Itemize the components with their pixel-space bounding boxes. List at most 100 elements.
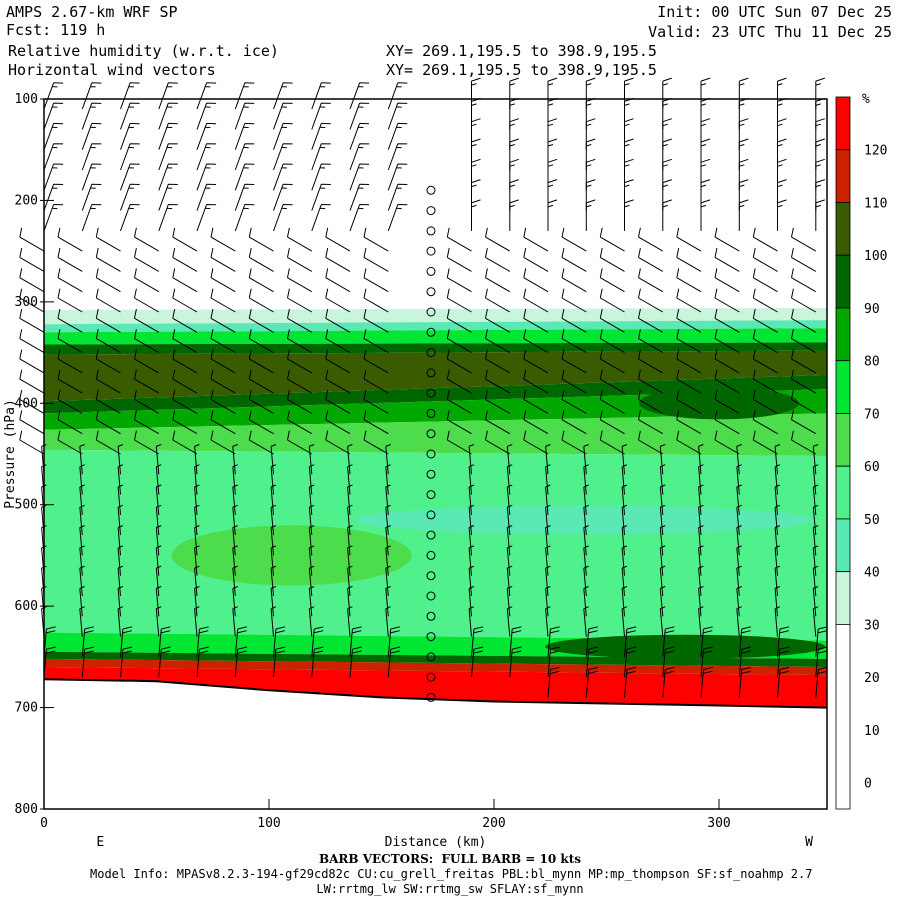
wind-barb xyxy=(196,143,217,171)
wind-barb xyxy=(385,464,391,495)
wind-barb xyxy=(95,410,121,435)
rh-band-7 xyxy=(44,413,827,456)
wind-barb xyxy=(736,504,742,536)
calm-marker xyxy=(426,246,436,256)
wind-barb xyxy=(325,369,351,394)
wind-barb xyxy=(700,646,713,678)
wind-barb xyxy=(210,227,236,252)
colorbar-label: 120 xyxy=(864,144,887,159)
wind-barb xyxy=(509,626,522,657)
wind-barb xyxy=(791,247,817,272)
wind-barb xyxy=(210,389,236,414)
wind-barb xyxy=(273,183,293,211)
wind-barb xyxy=(308,606,315,637)
wind-barb xyxy=(117,565,124,597)
wind-barb xyxy=(287,268,313,293)
wind-barb xyxy=(736,586,742,617)
wind-barb xyxy=(506,444,513,475)
colorbar-bin xyxy=(835,624,851,810)
wind-barb xyxy=(385,606,391,637)
wind-barb xyxy=(347,606,353,637)
y-tick-label: 300 xyxy=(15,295,38,310)
wind-barb xyxy=(387,204,408,232)
wind-barb xyxy=(387,102,408,130)
y-axis-label: Pressure (hPa) xyxy=(3,399,18,509)
colorbar-label: 30 xyxy=(864,618,880,633)
wind-barb xyxy=(485,288,511,313)
wind-barb xyxy=(57,329,83,354)
wind-barb xyxy=(791,410,817,435)
wind-barb xyxy=(774,545,781,576)
wind-barb xyxy=(446,389,472,414)
wind-barb xyxy=(81,82,102,110)
wind-barb xyxy=(700,626,713,657)
wind-barb xyxy=(714,389,740,414)
wind-barb xyxy=(738,199,749,231)
wind-barb xyxy=(714,288,740,313)
wind-barb xyxy=(736,565,742,597)
wind-barb xyxy=(196,82,217,110)
wind-barb xyxy=(545,606,551,637)
colorbar-label: 10 xyxy=(864,724,880,739)
wind-barb xyxy=(676,288,702,313)
wind-barb xyxy=(273,143,293,171)
wind-barb xyxy=(446,227,472,252)
wind-barb xyxy=(387,82,408,110)
wind-barb xyxy=(752,308,778,333)
wind-barb xyxy=(752,389,778,414)
wind-barb xyxy=(349,183,370,211)
wind-barb xyxy=(523,288,549,313)
wind-barb xyxy=(196,626,209,657)
wind-barb xyxy=(172,268,198,293)
wind-barb xyxy=(308,586,315,617)
wind-barb xyxy=(698,484,704,515)
wind-barb xyxy=(43,143,64,171)
wind-barb xyxy=(624,199,634,231)
colorbar-label: 80 xyxy=(864,355,880,370)
wind-barb xyxy=(120,646,133,678)
wind-barb xyxy=(347,484,353,515)
wind-barb xyxy=(172,227,198,252)
wind-barb xyxy=(585,199,596,231)
wind-barb xyxy=(120,626,133,657)
colorbar-label: 50 xyxy=(864,513,880,528)
wind-barb xyxy=(545,464,551,495)
wind-barb xyxy=(347,565,353,597)
wind-barb xyxy=(638,308,664,333)
wind-barb xyxy=(194,565,200,597)
wind-barb xyxy=(363,369,389,394)
wind-barb xyxy=(791,349,817,374)
wind-barb xyxy=(599,349,625,374)
wind-barb xyxy=(583,484,589,515)
calm-marker xyxy=(426,266,436,276)
rh-band-4 xyxy=(44,350,827,402)
wind-barb xyxy=(79,565,85,597)
wind-barb xyxy=(95,349,121,374)
wind-barb xyxy=(583,545,589,576)
wind-barb xyxy=(95,329,121,354)
wind-barb xyxy=(210,247,236,272)
wind-barb xyxy=(117,606,124,637)
wind-barb xyxy=(676,308,702,333)
wind-barb xyxy=(172,329,198,354)
wind-barb xyxy=(95,430,121,455)
wind-barb xyxy=(752,430,778,455)
wind-barb xyxy=(311,646,324,678)
wind-barb xyxy=(43,102,64,130)
wind-barb xyxy=(325,329,351,354)
wind-barb xyxy=(158,626,171,657)
wind-barb xyxy=(698,464,704,495)
wind-barb xyxy=(248,389,274,414)
wind-barb xyxy=(638,389,664,414)
wind-barb xyxy=(57,308,83,333)
calm-marker xyxy=(426,611,436,621)
wind-barb xyxy=(232,504,238,536)
wind-barb xyxy=(248,430,274,455)
wind-barb xyxy=(561,369,587,394)
wind-barb xyxy=(172,349,198,374)
wind-barb xyxy=(19,369,45,394)
wind-barb xyxy=(248,268,274,293)
wind-barb xyxy=(471,646,484,678)
wind-barb xyxy=(325,308,351,333)
wind-barb xyxy=(446,430,472,455)
